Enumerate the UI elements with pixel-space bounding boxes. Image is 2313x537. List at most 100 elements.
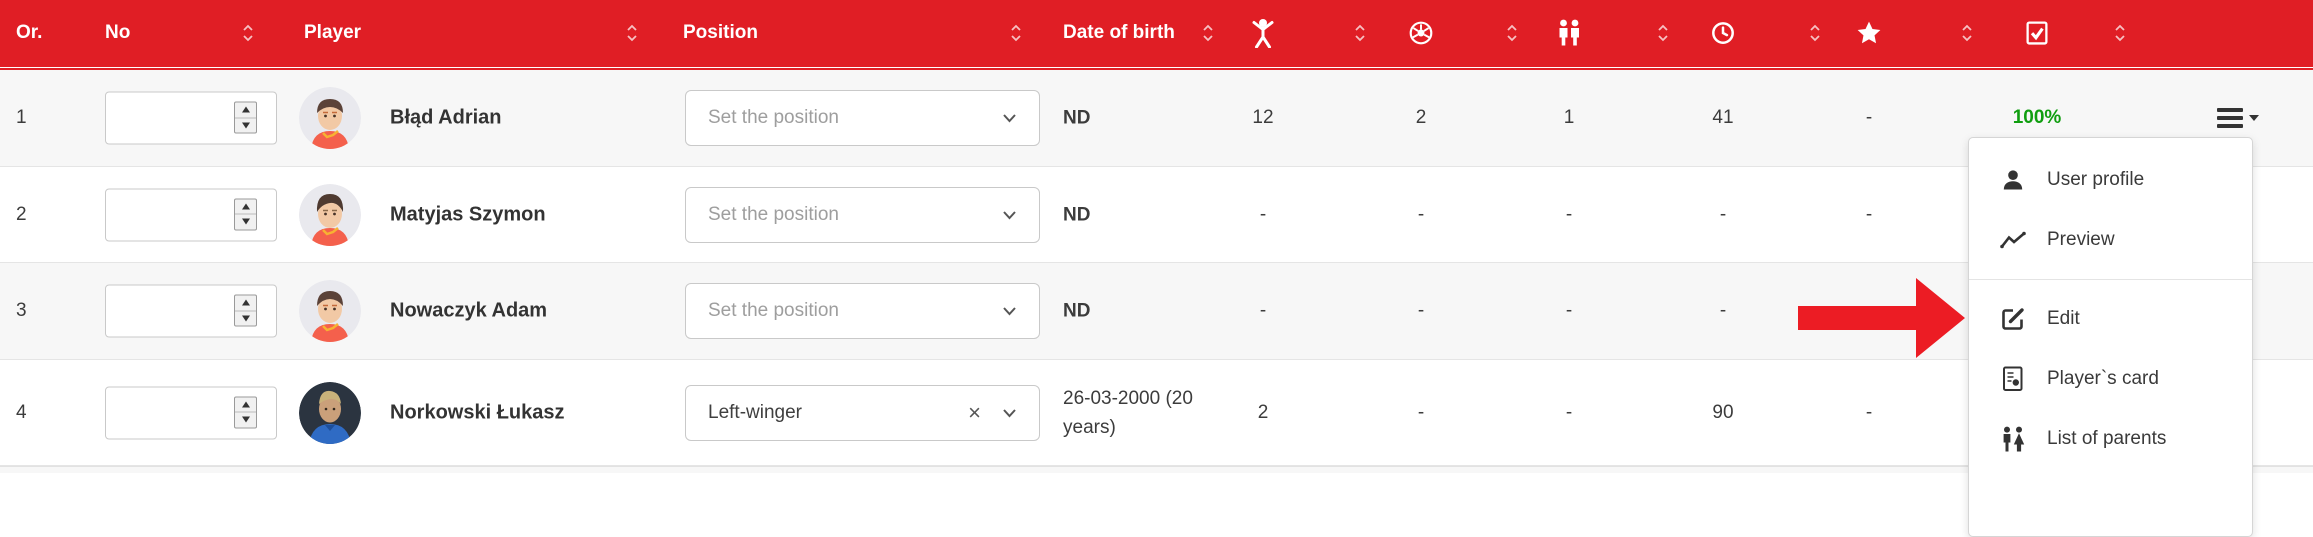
- spinner-up-icon[interactable]: [235, 103, 256, 118]
- position-select[interactable]: Left-winger ×: [685, 384, 1040, 441]
- stat-rating: -: [1865, 203, 1873, 225]
- table-header: Or. No Player Position Date of birth: [0, 0, 2313, 70]
- sort-icon[interactable]: [1809, 24, 1821, 42]
- stat-parents: -: [1565, 203, 1573, 225]
- sort-icon[interactable]: [1354, 24, 1366, 42]
- date-of-birth: 26-03-2000 (20 years): [1063, 387, 1193, 438]
- spinner-down-icon[interactable]: [235, 310, 256, 326]
- clear-icon[interactable]: ×: [968, 399, 981, 425]
- next-row-edge: [0, 466, 2313, 473]
- table-row: 1 Błąd Adrian Set the position ND 12 2 1…: [0, 70, 2313, 167]
- sort-icon[interactable]: [1657, 24, 1669, 42]
- stat-goals: 2: [1415, 107, 1427, 128]
- annotation-arrow: [1798, 278, 1965, 358]
- shirt-number-field: [105, 284, 277, 338]
- player-name: Błąd Adrian: [390, 106, 502, 129]
- position-value: Left-winger: [708, 401, 802, 423]
- date-of-birth: ND: [1063, 107, 1091, 129]
- spinner-down-icon[interactable]: [235, 117, 256, 133]
- stat-height: 2: [1257, 401, 1269, 423]
- sort-icon[interactable]: [1506, 24, 1518, 42]
- number-spinner[interactable]: [234, 101, 257, 134]
- shirt-number-field: [105, 386, 277, 439]
- header-no[interactable]: No: [105, 22, 131, 43]
- players-card-icon: [1999, 366, 2027, 392]
- stat-rating: -: [1865, 401, 1873, 423]
- player-name: Nowaczyk Adam: [390, 299, 548, 322]
- sort-icon[interactable]: [2114, 24, 2126, 42]
- spinner-up-icon[interactable]: [235, 397, 256, 412]
- sort-icon[interactable]: [1961, 24, 1973, 42]
- checkbox-icon: [2026, 21, 2049, 46]
- position-placeholder: Set the position: [708, 300, 839, 321]
- menu-item-label: Preview: [2047, 229, 2115, 250]
- star-icon: [1856, 20, 1882, 46]
- menu-item-edit[interactable]: Edit: [1969, 289, 2252, 349]
- stat-minutes: -: [1719, 203, 1727, 225]
- edit-icon: [1999, 307, 2027, 331]
- stat-height: -: [1259, 203, 1267, 225]
- user-icon: [1999, 168, 2027, 192]
- spinner-down-icon[interactable]: [235, 411, 256, 428]
- table-row: 4 Norkowski Łukasz Left-winger × 26-03-2…: [0, 360, 2313, 466]
- header-player[interactable]: Player: [304, 22, 362, 43]
- chart-line-icon: [1999, 230, 2027, 251]
- menu-item-label: List of parents: [2047, 428, 2167, 449]
- stat-goals: -: [1417, 401, 1425, 423]
- date-of-birth: ND: [1063, 300, 1091, 322]
- header-or: Or.: [16, 22, 43, 43]
- menu-item-label: Player`s card: [2047, 368, 2159, 389]
- menu-item-preview[interactable]: Preview: [1969, 210, 2252, 270]
- spinner-up-icon[interactable]: [235, 199, 256, 214]
- avatar: [299, 87, 361, 149]
- stat-minutes: 90: [1712, 401, 1734, 423]
- avatar: [299, 183, 361, 246]
- soccer-ball-icon: [1408, 20, 1434, 46]
- player-name: Norkowski Łukasz: [390, 401, 565, 423]
- stat-goals: -: [1417, 300, 1425, 321]
- position-select[interactable]: Set the position: [685, 90, 1040, 146]
- shirt-number-field: [105, 91, 277, 145]
- number-spinner[interactable]: [234, 396, 257, 428]
- menu-divider: [1969, 279, 2252, 280]
- order-number: 1: [16, 107, 27, 128]
- table-row: 2 Matyjas Szymon Set the position ND - -…: [0, 167, 2313, 263]
- position-select[interactable]: Set the position: [685, 283, 1040, 339]
- parents-icon: [1555, 19, 1583, 47]
- header-position[interactable]: Position: [683, 22, 758, 43]
- profile-completion: 100%: [2012, 107, 2062, 128]
- shirt-number-input[interactable]: [105, 386, 277, 439]
- sort-icon[interactable]: [626, 24, 638, 42]
- position-select[interactable]: Set the position: [685, 186, 1040, 243]
- menu-item-user-profile[interactable]: User profile: [1969, 150, 2252, 210]
- chevron-down-icon: [1002, 107, 1017, 129]
- avatar: [299, 381, 361, 444]
- order-number: 2: [16, 203, 27, 225]
- caret-down-icon: [2249, 115, 2259, 121]
- stat-minutes: -: [1719, 300, 1727, 321]
- menu-item-label: Edit: [2047, 308, 2080, 329]
- player-name: Matyjas Szymon: [390, 203, 546, 225]
- stat-height: -: [1259, 300, 1267, 321]
- order-number: 4: [16, 401, 27, 423]
- avatar: [299, 280, 361, 342]
- sort-icon[interactable]: [1202, 24, 1214, 42]
- number-spinner[interactable]: [234, 294, 257, 327]
- clock-icon: [1711, 21, 1736, 46]
- menu-item-list-of-parents[interactable]: List of parents: [1969, 409, 2252, 469]
- shirt-number-field: [105, 188, 277, 241]
- chevron-down-icon: [1002, 300, 1017, 322]
- spinner-up-icon[interactable]: [235, 296, 256, 311]
- stat-goals: -: [1417, 203, 1425, 225]
- height-person-icon: [1250, 18, 1276, 48]
- menu-item-players-card[interactable]: Player`s card: [1969, 349, 2252, 409]
- spinner-down-icon[interactable]: [235, 213, 256, 230]
- stat-minutes: 41: [1712, 107, 1734, 128]
- row-actions-menu-button[interactable]: [2217, 108, 2259, 128]
- number-spinner[interactable]: [234, 198, 257, 230]
- header-date-of-birth[interactable]: Date of birth: [1063, 22, 1175, 43]
- sort-icon[interactable]: [242, 24, 254, 42]
- chevron-down-icon: [1002, 204, 1017, 226]
- position-placeholder: Set the position: [708, 107, 839, 128]
- sort-icon[interactable]: [1010, 24, 1022, 42]
